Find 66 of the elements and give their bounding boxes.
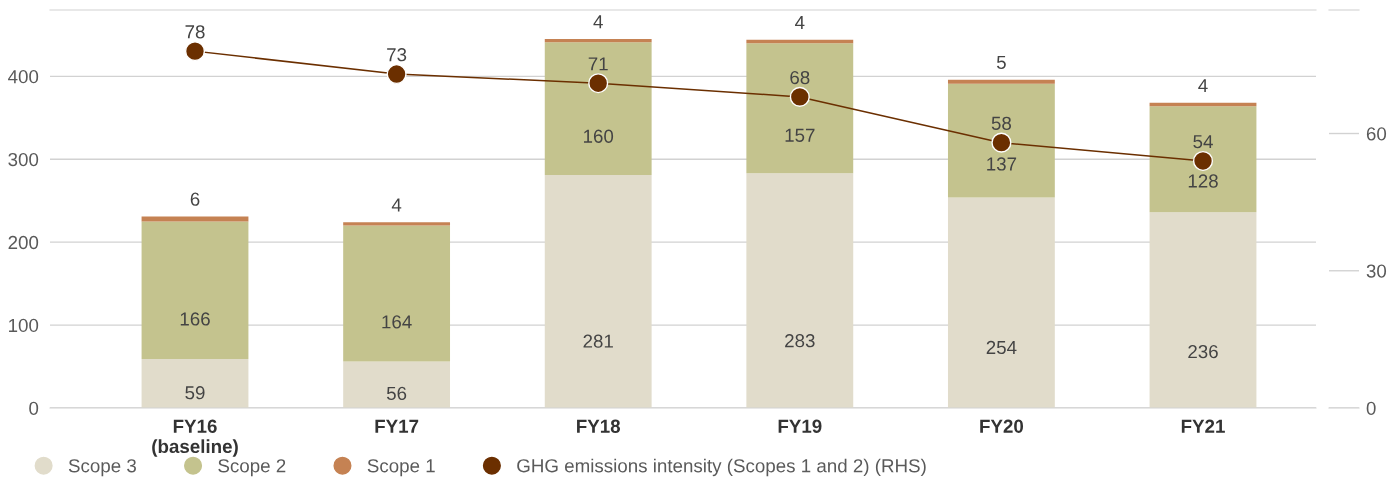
data-label: 78 bbox=[185, 25, 205, 39]
data-label: 71 bbox=[588, 57, 608, 71]
data-label: 137 bbox=[987, 157, 1017, 171]
data-label: 4 bbox=[391, 198, 402, 212]
bar bbox=[141, 216, 249, 222]
x-tick-label: FY17 bbox=[375, 419, 419, 433]
bar bbox=[343, 225, 451, 362]
data-label: 4 bbox=[1198, 79, 1208, 93]
data-label: 166 bbox=[180, 312, 210, 326]
bar bbox=[1149, 106, 1257, 213]
y-tick-label: 100 bbox=[9, 318, 39, 333]
data-label: 58 bbox=[991, 116, 1012, 130]
bar bbox=[141, 221, 249, 360]
bar bbox=[544, 175, 652, 408]
data-label: 254 bbox=[986, 340, 1017, 355]
bar bbox=[343, 361, 451, 408]
y-tick-label: 400 bbox=[8, 70, 39, 84]
data-label: 4 bbox=[593, 15, 603, 29]
bar bbox=[343, 222, 451, 226]
bar bbox=[544, 39, 652, 43]
legend-label: Scope 3 bbox=[68, 459, 136, 477]
bar bbox=[947, 83, 1055, 198]
data-label: 236 bbox=[1188, 344, 1218, 359]
bar bbox=[141, 359, 249, 408]
point bbox=[184, 41, 206, 62]
point bbox=[588, 73, 609, 94]
data-label: 56 bbox=[386, 386, 407, 401]
data-label: 164 bbox=[382, 315, 412, 329]
data-label: 4 bbox=[795, 16, 805, 30]
data-label: 54 bbox=[1193, 135, 1213, 149]
data-label: 5 bbox=[996, 55, 1006, 69]
x-tick-label: FY21 bbox=[1181, 419, 1225, 433]
y-tick-label: 0 bbox=[29, 401, 39, 415]
data-label: 6 bbox=[190, 192, 200, 206]
y2-tick-label: 30 bbox=[1366, 264, 1387, 278]
point bbox=[1192, 150, 1214, 172]
legend-label: Scope 2 bbox=[218, 459, 286, 477]
bar bbox=[746, 173, 854, 408]
point bbox=[386, 63, 407, 85]
bar bbox=[544, 42, 652, 175]
point bbox=[789, 86, 810, 107]
data-label: 68 bbox=[790, 70, 810, 85]
data-label: 157 bbox=[785, 128, 815, 142]
data-label: 128 bbox=[1188, 174, 1218, 188]
bar bbox=[947, 197, 1055, 408]
data-label: 59 bbox=[185, 386, 205, 400]
x-tick-label: FY19 bbox=[778, 419, 822, 433]
y2-tick-label: 0 bbox=[1366, 401, 1376, 415]
y-tick-label: 300 bbox=[8, 152, 39, 167]
y2-tick-label: 60 bbox=[1366, 127, 1387, 141]
y-tick-label: 200 bbox=[8, 235, 39, 250]
data-label: 160 bbox=[583, 129, 614, 143]
bar bbox=[1149, 212, 1257, 408]
bar bbox=[746, 43, 854, 174]
legend-label: GHG emissions intensity (Scopes 1 and 2) (RHS) bbox=[517, 458, 926, 477]
bar bbox=[746, 39, 854, 44]
x-tick-label: FY18 bbox=[577, 419, 621, 433]
bar bbox=[1149, 102, 1257, 107]
point bbox=[991, 132, 1012, 153]
legend-label: Scope 1 bbox=[367, 459, 435, 477]
data-label: 281 bbox=[583, 334, 613, 348]
data-label: 283 bbox=[785, 334, 815, 348]
data-label: 73 bbox=[387, 48, 407, 62]
x-tick-label: FY16 (baseline) bbox=[152, 419, 238, 457]
bar bbox=[947, 79, 1055, 84]
x-tick-label: FY20 bbox=[980, 419, 1024, 433]
